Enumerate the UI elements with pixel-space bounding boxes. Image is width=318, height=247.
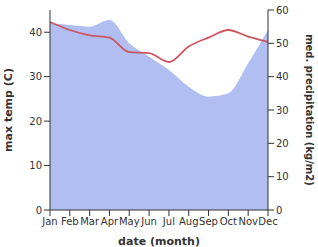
svg-text:10: 10: [29, 160, 42, 171]
svg-text:Oct: Oct: [220, 216, 237, 227]
svg-text:20: 20: [29, 116, 42, 127]
svg-text:max temp (C): max temp (C): [8, 68, 15, 152]
svg-text:20: 20: [276, 138, 289, 149]
svg-text:Aug: Aug: [179, 216, 199, 227]
svg-text:Nov: Nov: [238, 216, 258, 227]
svg-text:date (month): date (month): [118, 235, 200, 247]
svg-text:Dec: Dec: [258, 216, 277, 227]
svg-text:40: 40: [276, 71, 289, 82]
svg-text:60: 60: [276, 5, 289, 16]
svg-text:med. precipitation (kg/m2): med. precipitation (kg/m2): [304, 34, 310, 186]
svg-text:30: 30: [29, 71, 42, 82]
svg-text:40: 40: [29, 27, 42, 38]
svg-text:10: 10: [276, 171, 289, 182]
svg-text:50: 50: [276, 38, 289, 49]
svg-text:30: 30: [276, 105, 289, 116]
svg-text:Feb: Feb: [61, 216, 79, 227]
svg-text:Jul: Jul: [162, 216, 175, 227]
svg-text:Jan: Jan: [41, 216, 57, 227]
svg-text:0: 0: [36, 205, 42, 216]
svg-text:Mar: Mar: [80, 216, 100, 227]
svg-text:Apr: Apr: [101, 216, 119, 227]
svg-text:Jun: Jun: [140, 216, 157, 227]
svg-text:0: 0: [276, 205, 282, 216]
svg-text:Sep: Sep: [199, 216, 218, 227]
svg-text:May: May: [119, 216, 140, 227]
